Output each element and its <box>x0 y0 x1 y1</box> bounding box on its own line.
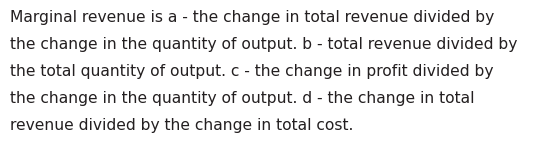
Text: revenue divided by the change in total cost.: revenue divided by the change in total c… <box>10 118 353 133</box>
Text: the total quantity of output. c - the change in profit divided by: the total quantity of output. c - the ch… <box>10 64 493 79</box>
Text: Marginal revenue is a - the change in total revenue divided by: Marginal revenue is a - the change in to… <box>10 10 494 25</box>
Text: the change in the quantity of output. d - the change in total: the change in the quantity of output. d … <box>10 91 474 106</box>
Text: the change in the quantity of output. b - total revenue divided by: the change in the quantity of output. b … <box>10 37 517 52</box>
